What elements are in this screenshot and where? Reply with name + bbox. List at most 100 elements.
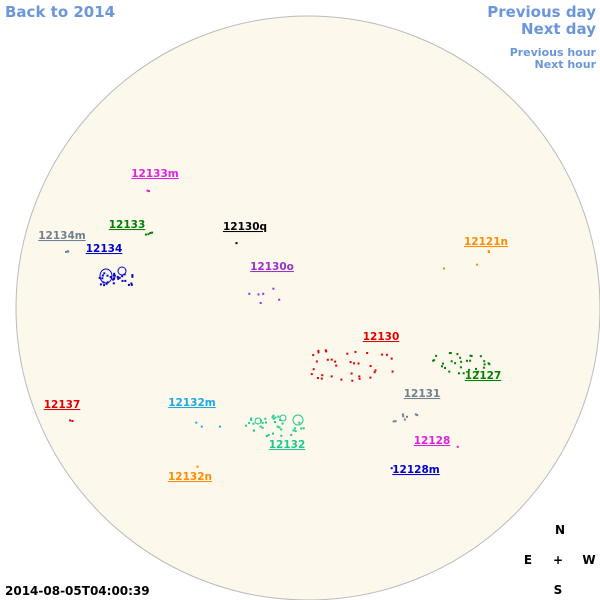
sunspot-dot [369, 376, 372, 379]
sunspot-dot [99, 283, 102, 286]
sunspot-dot [257, 293, 260, 296]
sunspot-dot [248, 292, 251, 295]
sunspot-dot [293, 427, 296, 430]
sunspot-dot [406, 415, 408, 418]
sunspot-dot [449, 352, 452, 355]
sunspot-dot [261, 426, 264, 429]
sunspot-dot [259, 302, 262, 304]
sunspot-dot [147, 233, 150, 236]
sunspot-dot [334, 360, 337, 363]
sunspot-dot [274, 421, 276, 423]
sunspot-dot [442, 362, 444, 365]
sunspot-dot [101, 274, 104, 277]
sunspot-dot [454, 362, 457, 365]
sunspot-dot [487, 362, 490, 365]
region-label[interactable]: 12127 [465, 370, 502, 382]
sunspot-dot [118, 276, 121, 279]
sunspot-dot [101, 277, 104, 280]
sunspot-dot [391, 370, 394, 373]
sunspot-dot [312, 368, 315, 371]
sunspot-dot [475, 367, 477, 370]
back-link[interactable]: Back to 2014 [5, 3, 115, 21]
sunspot-dot [290, 433, 293, 436]
sunspot-dot [477, 370, 480, 373]
sunspot-dot [274, 416, 277, 419]
sunspot-dot [459, 356, 462, 359]
sunspot-dot [325, 350, 328, 353]
region-label[interactable]: 12130q [223, 221, 267, 233]
region-label[interactable]: 12132m [168, 397, 216, 409]
sunspot-dot [117, 277, 120, 280]
sunspot-dot [435, 354, 438, 357]
sunspot-dot [121, 279, 124, 282]
sunspot-dot [261, 421, 264, 424]
sunspot-dot [272, 432, 274, 435]
sunspot-dot [146, 189, 149, 192]
sunspot-contour [99, 268, 113, 284]
sunspot-dot [69, 419, 72, 422]
sunspot-dot [443, 267, 445, 270]
sunspot-dot [265, 435, 268, 437]
compass-south: S [554, 583, 563, 597]
sunspot-contour [279, 414, 287, 422]
sunspot-dot [267, 433, 270, 436]
sunspot-dot [130, 282, 133, 285]
sunspot-dot [358, 375, 361, 378]
previous-hour-link[interactable]: Previous hour [510, 46, 597, 59]
sunspot-dot [470, 355, 473, 357]
sunspot-dot [340, 378, 343, 381]
region-label[interactable]: 12128m [392, 464, 440, 476]
sunspot-dot [321, 374, 324, 377]
region-label[interactable]: 12133 [109, 219, 146, 231]
sunspot-dot [109, 276, 112, 279]
sunspot-dot [151, 231, 154, 234]
region-label[interactable]: 12137 [44, 399, 81, 411]
sunspot-dot [106, 274, 109, 277]
region-label[interactable]: 12131 [404, 388, 441, 400]
sunspot-dot [320, 377, 323, 380]
sunspot-dot [148, 190, 150, 193]
sunspot-dot [394, 420, 397, 423]
sunspot-dot [466, 359, 468, 362]
region-label[interactable]: 12134m [38, 230, 86, 242]
sunspot-dot [276, 425, 279, 428]
sunspot-dot [312, 354, 315, 357]
sunspot-dot [316, 377, 319, 379]
sunspot-dot [441, 365, 443, 368]
sunspot-dot [326, 358, 329, 361]
region-label[interactable]: 12132 [269, 439, 306, 451]
sunspot-dot [131, 275, 134, 278]
sunspot-dot [469, 354, 472, 357]
sunspot-contour [254, 417, 262, 425]
region-label[interactable]: 12133m [131, 168, 179, 180]
sunspot-dot [272, 417, 275, 420]
sunspot-dot [250, 417, 253, 420]
region-label[interactable]: 12132n [168, 471, 212, 483]
region-label[interactable]: 12128 [414, 435, 451, 447]
next-day-link[interactable]: Next day [521, 20, 596, 38]
sunspot-dot [369, 365, 372, 367]
sunspot-dot [432, 359, 435, 362]
region-label[interactable]: 12130o [250, 261, 294, 273]
sunspot-dot [252, 422, 255, 425]
sunspot-dot [124, 279, 127, 282]
sunspot-dot [469, 359, 472, 362]
region-label[interactable]: 12134 [86, 243, 123, 255]
sunspot-dot [265, 421, 267, 424]
sunspot-dot [354, 350, 357, 353]
sunspot-dot [130, 283, 133, 286]
next-hour-link[interactable]: Next hour [535, 58, 597, 71]
sunspot-dot [277, 415, 280, 418]
region-label[interactable]: 12130 [363, 331, 400, 343]
sunspot-dot [324, 349, 327, 352]
previous-day-link[interactable]: Previous day [487, 3, 596, 21]
region-label[interactable]: 12121n [464, 236, 508, 248]
sunspot-contour [117, 266, 127, 276]
sunspot-dot [65, 250, 67, 253]
sunspot-dot [346, 352, 349, 355]
solar-disk [15, 15, 600, 600]
sunspot-dot [281, 422, 284, 425]
sunspot-dot [414, 413, 417, 416]
sunspot-dot [459, 366, 462, 369]
sunspot-dot [351, 379, 354, 382]
